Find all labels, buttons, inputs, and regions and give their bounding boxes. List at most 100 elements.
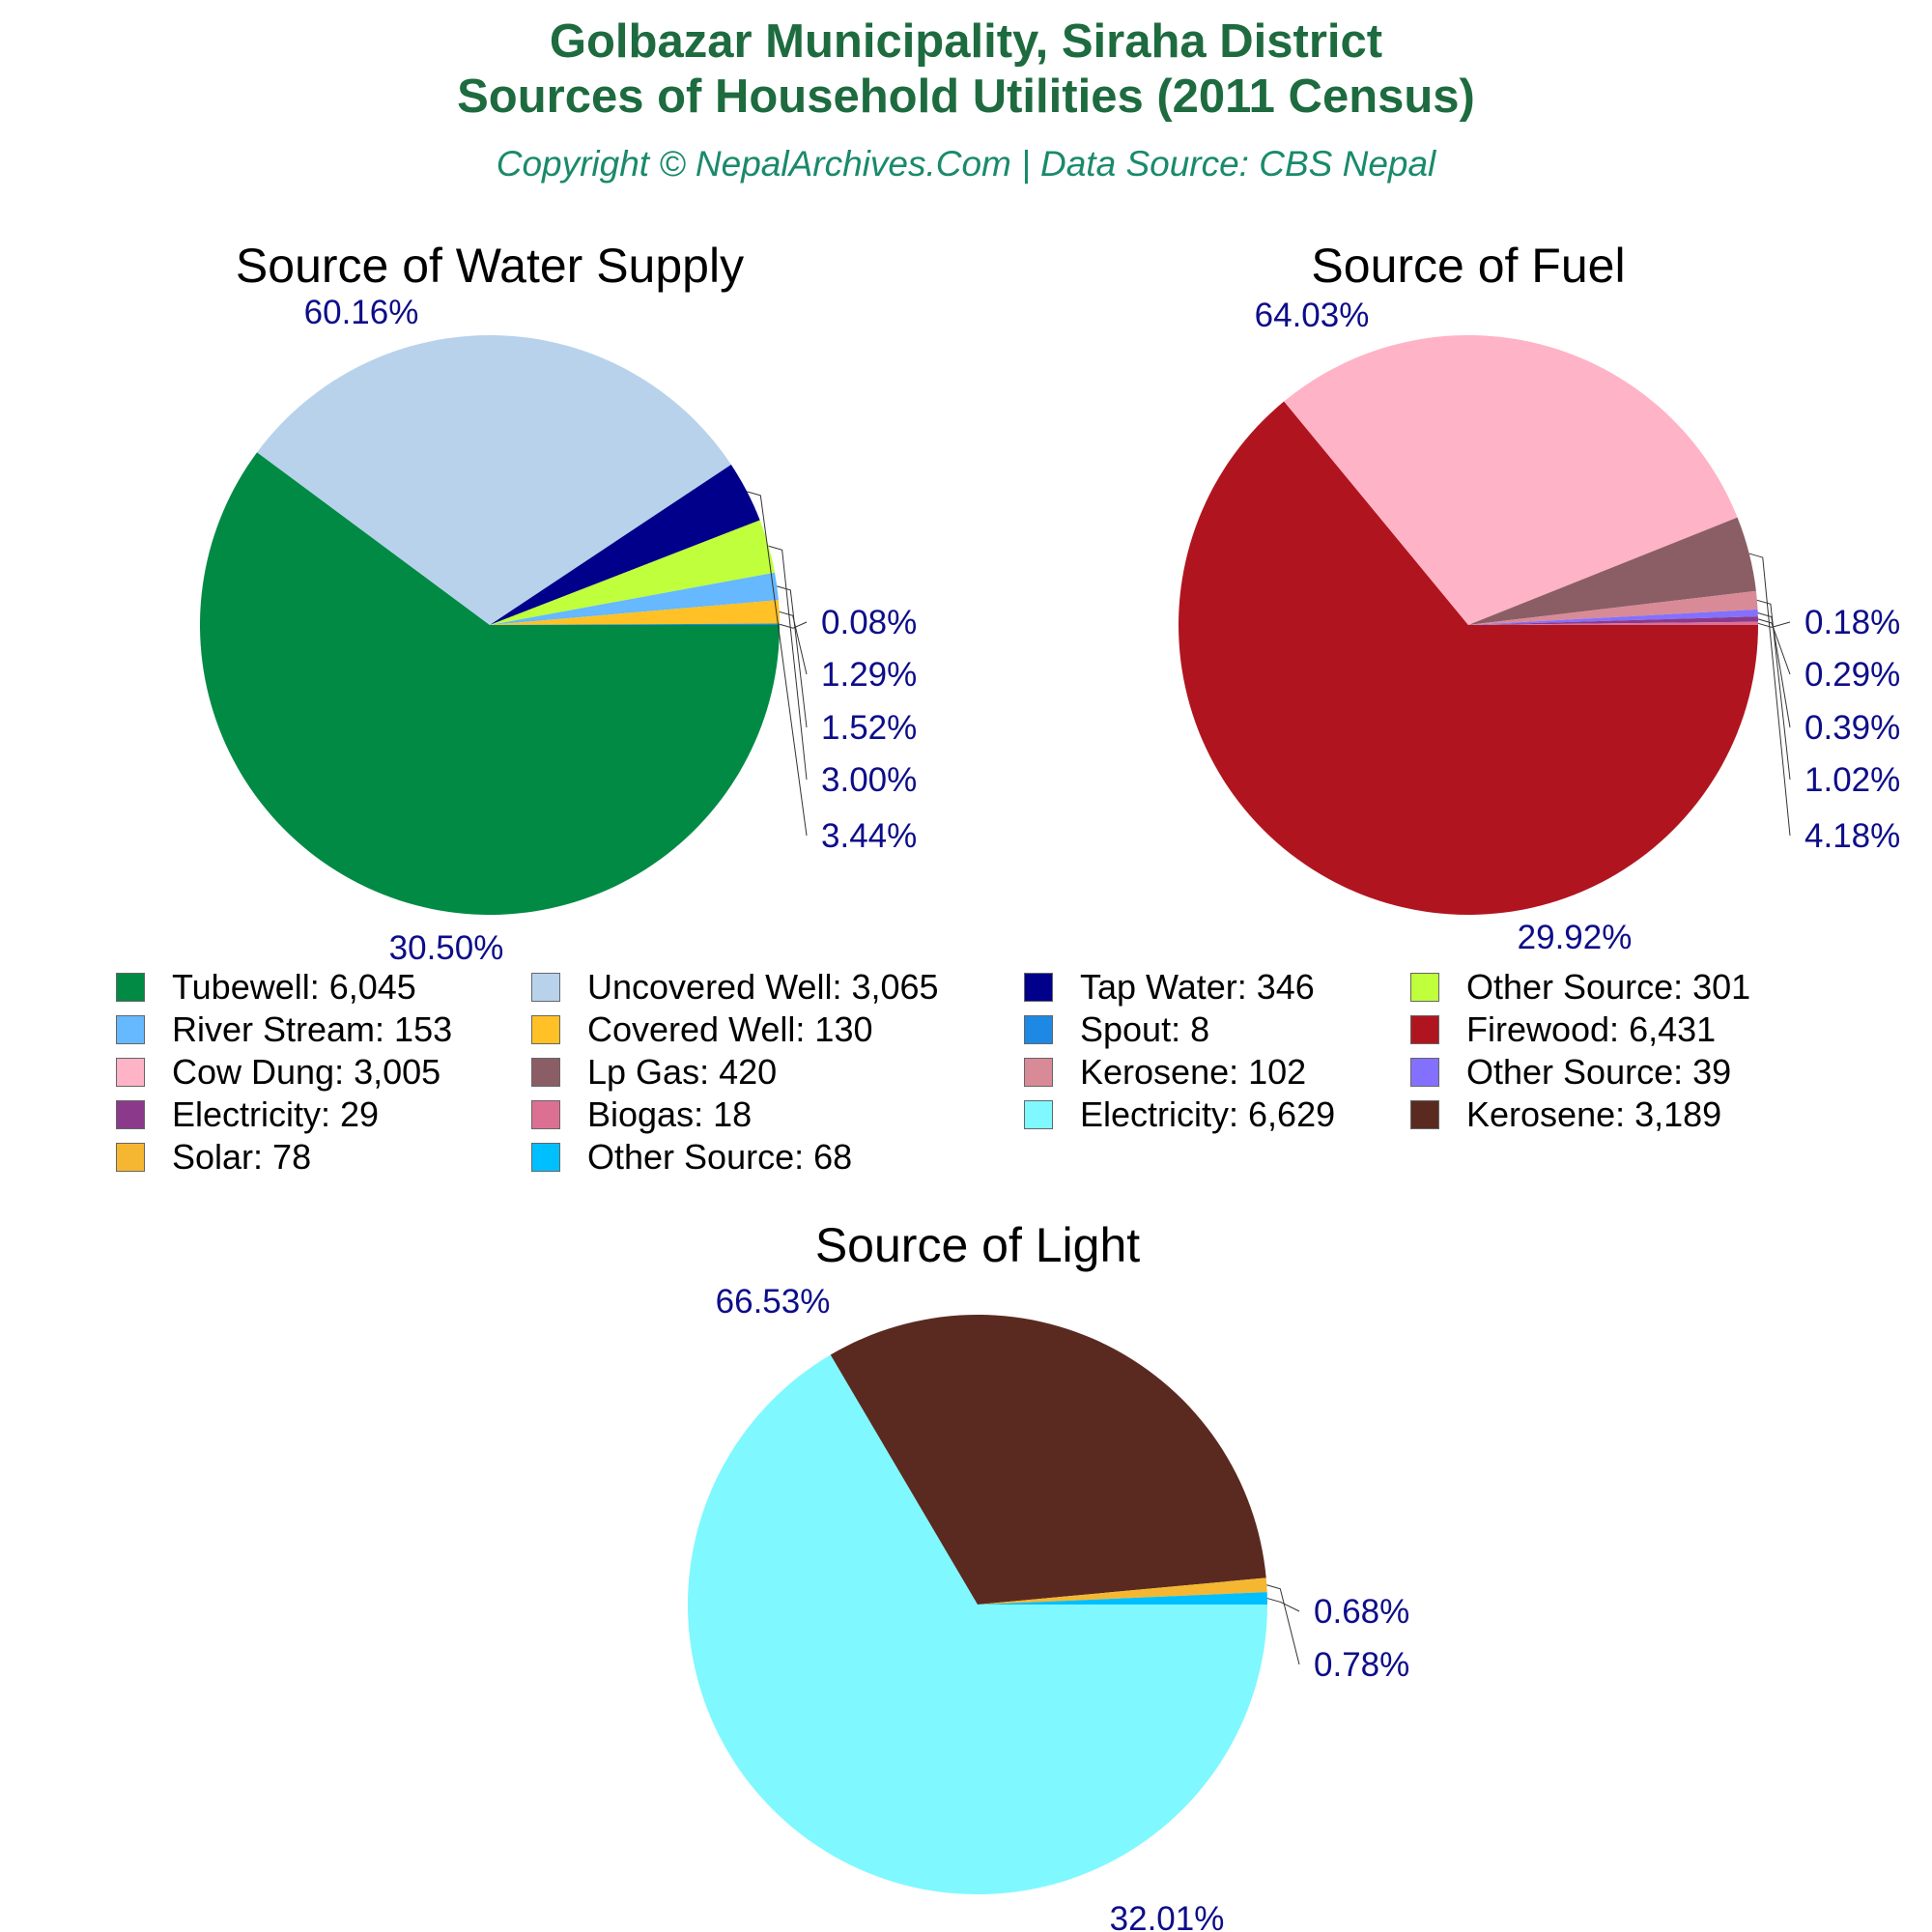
source-of-light-leader-line-solar — [1266, 1584, 1300, 1665]
main-title-line-2: Sources of Household Utilities (2011 Cen… — [457, 71, 1475, 123]
legend-item-cow-dung-3-005: Cow Dung: 3,005 — [116, 1051, 440, 1094]
source-of-water-supply-pct-label-tubewell: 60.16% — [304, 294, 419, 331]
legend-label: Spout: 8 — [1080, 1009, 1210, 1049]
main-title-line-1: Golbazar Municipality, Siraha District — [549, 15, 1383, 68]
source-of-fuel-pct-label-cow-dung: 29.92% — [1518, 919, 1633, 956]
source-of-water-supply-slice-river-stream — [490, 572, 779, 625]
source-of-water-supply-pct-label-other-source: 3.00% — [821, 761, 917, 799]
legend-label: Other Source: 39 — [1466, 1052, 1732, 1092]
source-of-light-pie: Source of Light 66.53% 32.01% 0.68% 0.78% — [687, 1218, 1409, 1932]
source-of-light-pct-label-other-source: 0.68% — [1314, 1593, 1409, 1631]
source-of-fuel-pie: Source of Fuel 64.03% 29.92% 0.18% 0.29% 0.39… — [1179, 239, 1900, 956]
legend-label: Electricity: 29 — [172, 1094, 380, 1134]
legend-swatch — [531, 973, 560, 1002]
source-of-light-leader-line-other-source — [1266, 1598, 1300, 1612]
source-of-light-pct-label-solar: 0.78% — [1314, 1646, 1409, 1684]
legend-item-other-source-301: Other Source: 301 — [1410, 966, 1750, 1009]
source-of-light-slice-electricity — [687, 1354, 1267, 1894]
legend-swatch — [1410, 1058, 1439, 1087]
source-of-fuel-title: Source of Fuel — [1311, 239, 1625, 293]
legend-swatch — [1024, 973, 1053, 1002]
legend-label: Lp Gas: 420 — [587, 1052, 778, 1092]
legend-item-biogas-18: Biogas: 18 — [531, 1094, 752, 1136]
source-of-fuel-slice-biogas — [1468, 621, 1758, 625]
source-of-fuel-pct-label-firewood: 64.03% — [1255, 297, 1370, 334]
source-of-fuel-slice-electricity — [1468, 616, 1758, 625]
legend-item-other-source-68: Other Source: 68 — [531, 1136, 852, 1179]
source-of-water-supply-pct-label-river-stream: 1.52% — [821, 709, 917, 747]
legend-swatch — [531, 1015, 560, 1044]
legend-swatch — [1410, 973, 1439, 1002]
source-of-light-pct-label-kerosene: 32.01% — [1110, 1900, 1225, 1932]
legend-label: River Stream: 153 — [172, 1009, 453, 1049]
source-of-water-supply-slice-uncovered-well — [257, 335, 731, 625]
legend-swatch — [531, 1100, 560, 1129]
source-of-fuel-slice-lp-gas — [1468, 517, 1756, 625]
source-of-fuel-slice-cow-dung — [1284, 335, 1738, 625]
legend-label: Kerosene: 3,189 — [1466, 1094, 1722, 1134]
source-of-water-supply-leader-line-tap-water — [747, 491, 808, 837]
source-of-fuel-leader-line-other-source — [1757, 612, 1791, 728]
source-of-water-supply-pct-label-tap-water: 3.44% — [821, 817, 917, 855]
source-of-water-supply-pct-label-spout: 0.08% — [821, 604, 917, 641]
source-of-water-supply-title: Source of Water Supply — [236, 239, 744, 293]
legend-swatch — [116, 1143, 145, 1172]
source-of-light-pct-label-electricity: 66.53% — [716, 1283, 831, 1321]
source-of-fuel-leader-line-electricity — [1757, 618, 1791, 675]
legend-swatch — [1410, 1015, 1439, 1044]
legend-item-other-source-39: Other Source: 39 — [1410, 1051, 1731, 1094]
legend-label: Biogas: 18 — [587, 1094, 753, 1134]
chart-header: Golbazar Municipality, Siraha District S… — [0, 0, 1932, 185]
legend-item-solar-78: Solar: 78 — [116, 1136, 311, 1179]
source-of-fuel-leader-line-kerosene — [1756, 599, 1791, 781]
legend-label: Electricity: 6,629 — [1080, 1094, 1336, 1134]
source-of-water-supply-slice-tubewell — [199, 452, 780, 915]
source-of-light-slice-kerosene — [830, 1315, 1266, 1605]
source-of-light-title: Source of Light — [815, 1218, 1140, 1272]
legend-item-electricity-6-629: Electricity: 6,629 — [1024, 1094, 1335, 1136]
legend-swatch — [531, 1143, 560, 1172]
legend-item-uncovered-well-3-065: Uncovered Well: 3,065 — [531, 966, 939, 1009]
legend-item-tap-water-346: Tap Water: 346 — [1024, 966, 1315, 1009]
chart-subtitle: Copyright © NepalArchives.Com | Data Sou… — [496, 144, 1436, 184]
source-of-water-supply-leader-line-other-source — [768, 545, 808, 781]
source-of-fuel-pct-label-electricity: 0.29% — [1804, 656, 1900, 694]
legend-item-firewood-6-431: Firewood: 6,431 — [1410, 1009, 1716, 1051]
legend-item-lp-gas-420: Lp Gas: 420 — [531, 1051, 777, 1094]
source-of-fuel-slice-firewood — [1179, 401, 1758, 915]
legend-item-covered-well-130: Covered Well: 130 — [531, 1009, 873, 1051]
legend-label: Uncovered Well: 3,065 — [587, 967, 939, 1007]
source-of-water-supply-leader-line-covered-well — [779, 611, 808, 675]
legend-item-kerosene-3-189: Kerosene: 3,189 — [1410, 1094, 1721, 1136]
legend-label: Tap Water: 346 — [1080, 967, 1315, 1007]
legend-swatch — [531, 1058, 560, 1087]
legend-swatch — [116, 1058, 145, 1087]
legend-label: Solar: 78 — [172, 1137, 312, 1177]
legend-label: Tubewell: 6,045 — [172, 967, 416, 1007]
source-of-water-supply-leader-line-spout — [779, 621, 808, 629]
source-of-water-supply-slice-other-source — [490, 520, 776, 625]
legend-item-kerosene-102: Kerosene: 102 — [1024, 1051, 1306, 1094]
source-of-water-supply-slice-tap-water — [490, 464, 760, 625]
source-of-fuel-pct-label-kerosene: 1.02% — [1804, 761, 1900, 799]
legend-swatch — [1024, 1100, 1053, 1129]
legend-label: Firewood: 6,431 — [1466, 1009, 1717, 1049]
legend-label: Other Source: 301 — [1466, 967, 1751, 1007]
source-of-fuel-pct-label-lp-gas: 4.18% — [1804, 817, 1900, 855]
source-of-fuel-slice-kerosene — [1468, 590, 1758, 625]
legend-swatch — [1024, 1015, 1053, 1044]
legend-swatch — [116, 973, 145, 1002]
source-of-fuel-pct-label-biogas: 0.18% — [1804, 604, 1900, 641]
legend-item-electricity-29: Electricity: 29 — [116, 1094, 379, 1136]
source-of-light-slice-solar — [978, 1577, 1267, 1605]
legend-item-spout-8: Spout: 8 — [1024, 1009, 1209, 1051]
source-of-water-supply-pct-label-covered-well: 1.29% — [821, 656, 917, 694]
source-of-water-supply-pct-label-uncovered-well: 30.50% — [389, 929, 504, 967]
legend-swatch — [116, 1015, 145, 1044]
source-of-water-supply-slice-covered-well — [490, 600, 780, 625]
source-of-fuel-pct-label-other-source: 0.39% — [1804, 709, 1900, 747]
source-of-fuel-slice-other-source — [1468, 609, 1758, 625]
legend-swatch — [1410, 1100, 1439, 1129]
